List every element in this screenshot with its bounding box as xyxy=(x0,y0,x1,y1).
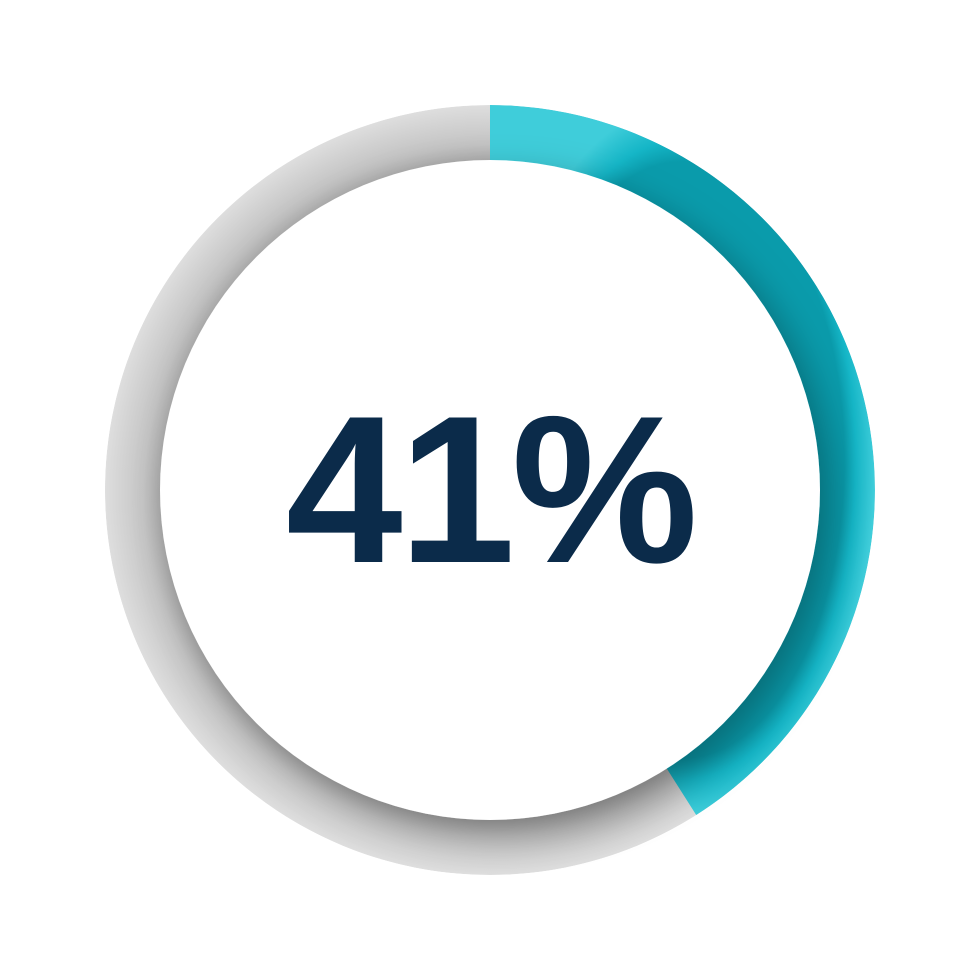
gauge-percent-label: 41% xyxy=(286,369,694,611)
radial-progress-gauge: 41% xyxy=(105,105,875,875)
gauge-center: 41% xyxy=(160,160,820,820)
